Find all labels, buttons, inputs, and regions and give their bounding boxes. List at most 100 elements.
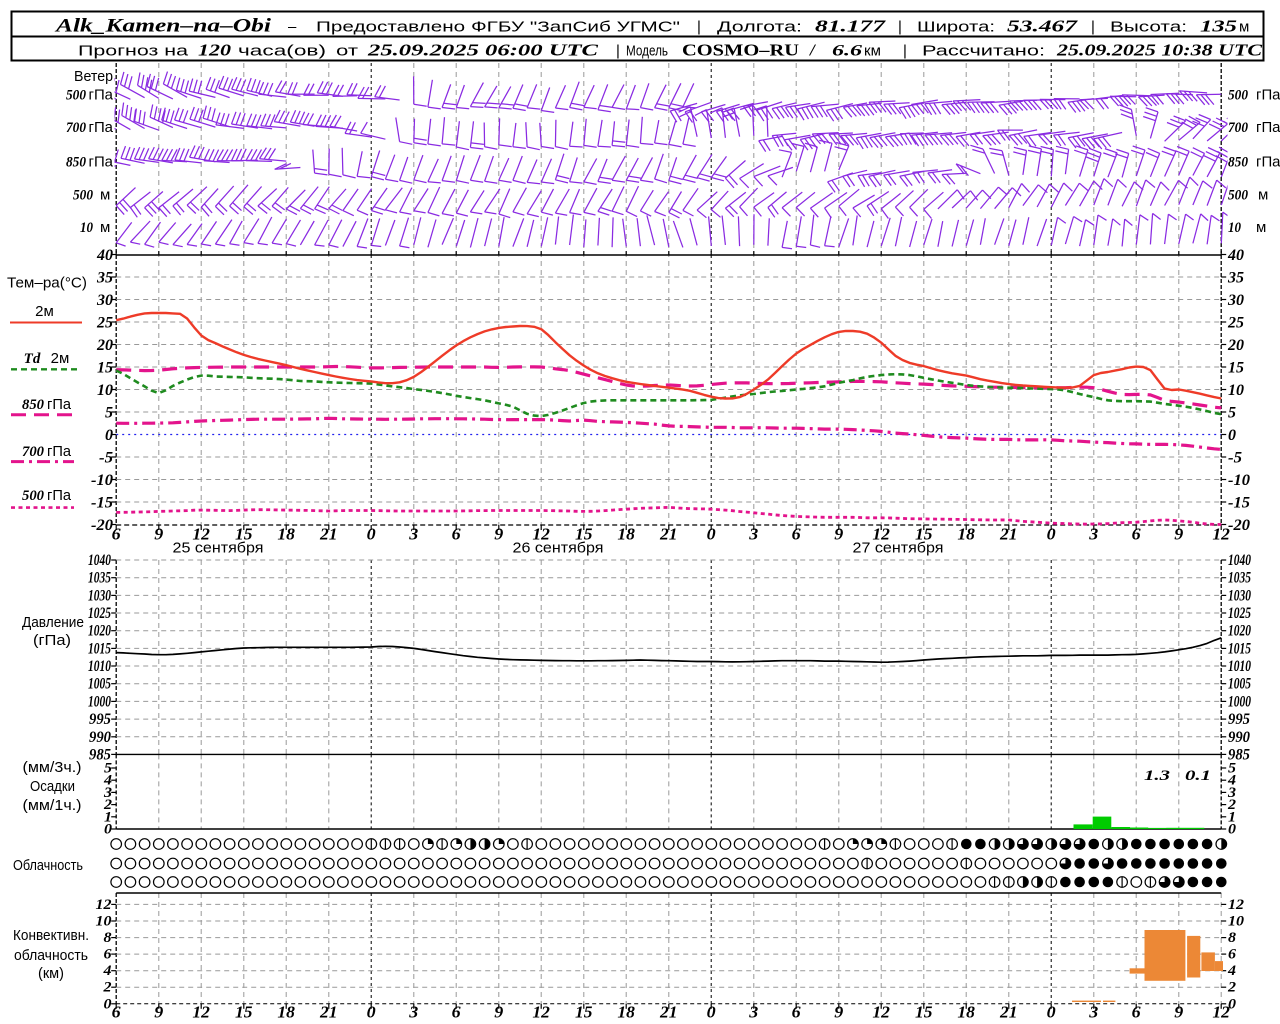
svg-text:1040: 1040 [1228,552,1251,569]
svg-text:1035: 1035 [88,570,111,587]
svg-text:20: 20 [96,337,113,354]
svg-text:21: 21 [659,525,678,544]
svg-text:9: 9 [494,525,503,544]
svg-text:10: 10 [1228,220,1241,236]
svg-text:1005: 1005 [88,676,111,693]
svg-text:500: 500 [66,88,86,104]
svg-text:135: 135 [1200,17,1238,36]
svg-text:часа(ов): часа(ов) [238,43,326,60]
svg-text:Давление: Давление [22,614,84,631]
svg-text:5: 5 [1228,405,1236,422]
svg-text:гПа: гПа [1256,154,1280,171]
svg-text:15: 15 [575,525,593,544]
svg-text:5: 5 [104,761,112,777]
svg-text:0: 0 [1228,822,1236,838]
svg-text:Высота:: Высота: [1110,19,1187,36]
svg-text:6.6: 6.6 [832,43,862,60]
svg-text:30: 30 [96,292,113,309]
svg-text:985: 985 [89,746,111,763]
svg-text:10: 10 [1228,382,1244,399]
svg-text:25: 25 [96,315,113,332]
svg-text:Широта:: Широта: [917,19,995,36]
svg-text:-15: -15 [1228,495,1250,512]
svg-text:гПа: гПа [1256,87,1280,104]
svg-text:6: 6 [792,1003,802,1022]
svg-text:21: 21 [319,1003,338,1022]
svg-text:-20: -20 [91,517,113,534]
svg-text:15: 15 [575,1003,593,1022]
svg-text:облачность: облачность [14,947,88,964]
svg-text:(гПа): (гПа) [33,632,71,649]
svg-text:1015: 1015 [88,640,111,657]
svg-text:0: 0 [1228,427,1236,444]
svg-text:-10: -10 [91,472,113,489]
svg-text:9: 9 [1174,525,1183,544]
svg-text:9: 9 [494,1003,503,1022]
svg-text:21: 21 [999,525,1018,544]
svg-text:10: 10 [97,382,113,399]
svg-text:(мм/1ч.): (мм/1ч.) [23,797,82,814]
svg-text:700: 700 [22,444,44,460]
svg-text:6: 6 [792,525,802,544]
svg-text:12: 12 [532,1003,550,1022]
svg-text:500: 500 [1228,88,1248,104]
svg-text:5: 5 [1228,761,1236,777]
svg-text:15: 15 [235,525,253,544]
svg-text:1020: 1020 [1228,623,1251,640]
svg-text:10: 10 [1228,914,1244,930]
svg-text:18: 18 [277,525,295,544]
svg-text:2м: 2м [51,350,70,367]
svg-text:1010: 1010 [88,658,111,675]
svg-text:2: 2 [103,797,112,813]
svg-text:4: 4 [1227,963,1236,979]
svg-text:1015: 1015 [1228,640,1251,657]
svg-text:700: 700 [66,120,86,136]
svg-text:995: 995 [1228,711,1250,728]
svg-text:0.1: 0.1 [1185,768,1211,784]
svg-text:850: 850 [1228,155,1248,171]
svg-text:0: 0 [707,525,716,544]
svg-text:120: 120 [198,41,232,60]
svg-text:1005: 1005 [1228,676,1251,693]
svg-text:-5: -5 [99,450,113,467]
svg-text:0: 0 [104,996,112,1012]
svg-text:8: 8 [1228,930,1237,946]
svg-text:6: 6 [112,525,122,544]
svg-text:1025: 1025 [88,605,111,622]
svg-text:990: 990 [89,729,111,746]
svg-text:40: 40 [96,247,113,264]
svg-text:15: 15 [915,1003,933,1022]
svg-text:0: 0 [367,525,376,544]
svg-text:-15: -15 [91,495,113,512]
svg-text:0: 0 [1047,525,1056,544]
svg-text:12: 12 [872,1003,890,1022]
svg-text:м: м [1256,219,1266,236]
svg-text:3: 3 [1088,1003,1098,1022]
svg-text:1010: 1010 [1228,658,1251,675]
svg-text:-20: -20 [1228,517,1250,534]
svg-text:6: 6 [104,947,113,963]
svg-text:Ветер: Ветер [74,68,113,85]
svg-text:0: 0 [104,822,112,838]
svg-text:25.09.2025 10:38 UTC: 25.09.2025 10:38 UTC [1056,41,1263,60]
svg-text:гПа: гПа [89,119,114,136]
svg-text:1000: 1000 [1228,693,1251,710]
svg-text:3: 3 [408,525,418,544]
svg-text:18: 18 [957,1003,975,1022]
svg-text:21: 21 [659,1003,678,1022]
svg-text:3: 3 [748,525,758,544]
svg-text:18: 18 [957,525,975,544]
svg-text:9: 9 [834,525,843,544]
svg-text:12: 12 [192,525,210,544]
svg-text:500: 500 [73,188,93,204]
svg-text:4: 4 [103,773,112,789]
svg-text:Предоставлено ФГБУ "ЗапСиб УГМ: Предоставлено ФГБУ "ЗапСиб УГМС" [316,19,680,36]
svg-text:гПа: гПа [89,87,114,104]
svg-text:|: | [898,19,902,36]
svg-text:3: 3 [408,1003,418,1022]
svg-text:12: 12 [1212,1003,1230,1022]
svg-text:25 сентября: 25 сентября [173,540,264,557]
svg-text:гПа: гПа [47,443,72,460]
svg-text:6: 6 [452,1003,462,1022]
svg-text:1030: 1030 [1228,587,1251,604]
